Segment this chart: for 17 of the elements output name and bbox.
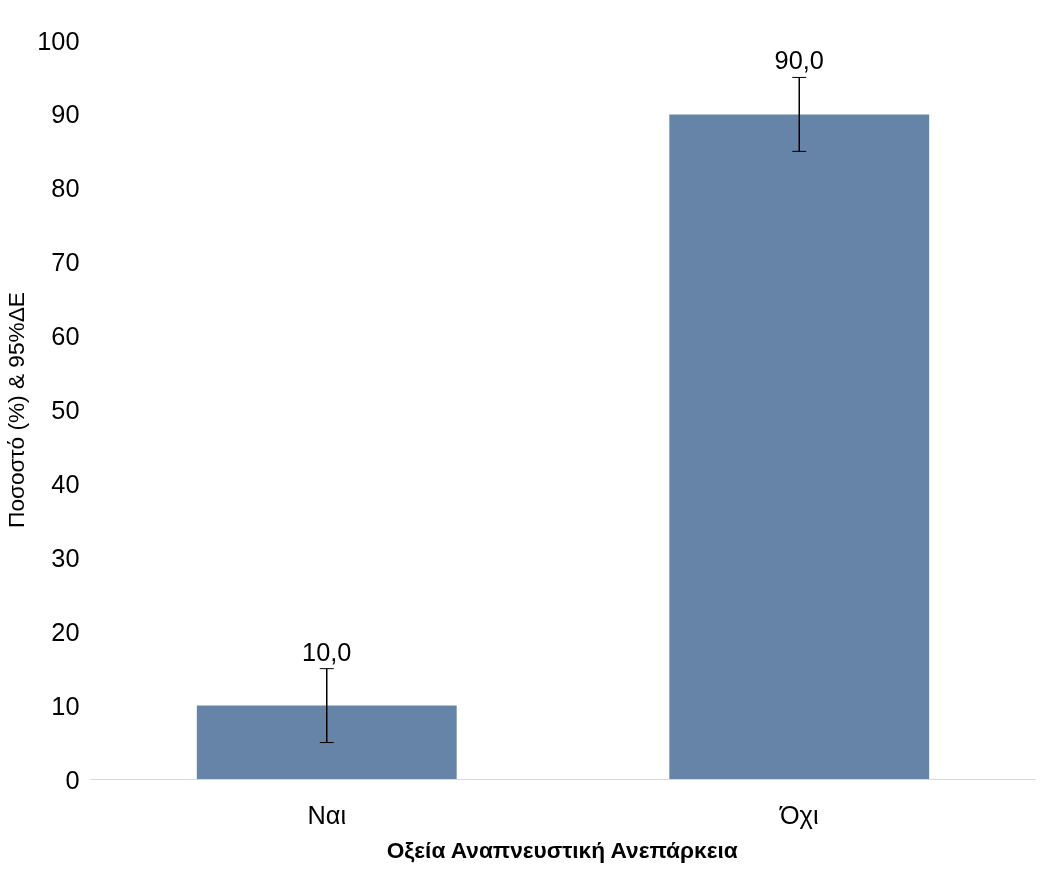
x-axis-title: Οξεία Αναπνευστική Ανεπάρκεια — [386, 836, 738, 863]
y-tick-label: 70 — [51, 248, 80, 277]
y-tick-label: 90 — [51, 100, 80, 129]
y-tick-label: 20 — [51, 617, 80, 646]
x-tick-label: Ναι — [307, 800, 347, 829]
y-tick-label: 80 — [51, 174, 80, 203]
y-tick-label: 30 — [51, 543, 80, 572]
data-label: 90,0 — [774, 46, 824, 75]
data-label: 10,0 — [302, 637, 352, 666]
y-tick-label: 100 — [37, 26, 80, 55]
x-tick-label: Όχι — [778, 800, 819, 829]
y-tick-label: 60 — [51, 322, 80, 351]
y-tick-label: 50 — [51, 396, 80, 424]
y-tick-label: 40 — [51, 469, 80, 498]
y-tick-label: 10 — [51, 691, 80, 720]
y-axis-title: Ποσοστό (%) & 95%ΔΕ — [3, 292, 30, 528]
y-tick-label: 0 — [65, 765, 80, 794]
